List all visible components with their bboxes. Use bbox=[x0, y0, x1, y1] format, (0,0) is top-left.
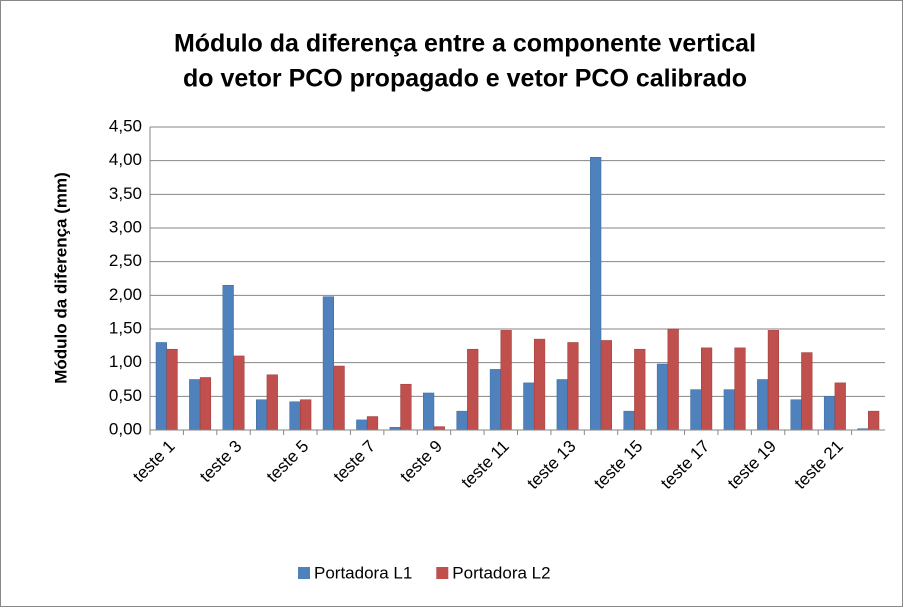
bar bbox=[356, 419, 368, 431]
bar bbox=[500, 330, 512, 431]
bar bbox=[467, 348, 479, 431]
y-tick-label: 1,50 bbox=[109, 318, 142, 337]
y-tick-label: 0,50 bbox=[109, 386, 142, 405]
bar bbox=[656, 363, 669, 431]
bar bbox=[222, 284, 234, 431]
legend-swatch bbox=[436, 567, 449, 579]
bar bbox=[533, 338, 546, 431]
bar bbox=[233, 355, 245, 431]
y-tick-label: 2,50 bbox=[109, 251, 142, 270]
y-axis-label: Módulo da diferença (mm) bbox=[51, 172, 70, 384]
y-tick-label: 0,00 bbox=[109, 419, 142, 438]
bar bbox=[801, 352, 813, 431]
bar bbox=[322, 296, 334, 431]
bar bbox=[790, 399, 802, 431]
bar bbox=[868, 410, 880, 431]
bar bbox=[166, 348, 178, 431]
y-tick-label: 3,50 bbox=[109, 184, 142, 203]
bar bbox=[400, 383, 412, 431]
bar bbox=[255, 399, 268, 431]
bar bbox=[366, 416, 379, 431]
bar bbox=[623, 410, 635, 431]
bar bbox=[823, 396, 836, 431]
chart-title: do vetor PCO propagado e vetor PCO calib… bbox=[183, 65, 747, 93]
legend-swatch bbox=[298, 567, 310, 579]
bar bbox=[333, 365, 345, 431]
bar bbox=[600, 340, 612, 431]
bar bbox=[690, 389, 702, 431]
bar bbox=[489, 369, 502, 431]
bar bbox=[757, 379, 769, 431]
bar bbox=[155, 342, 167, 431]
bar bbox=[834, 382, 846, 431]
bar bbox=[456, 410, 468, 431]
y-tick-label: 4,00 bbox=[109, 150, 142, 169]
bar bbox=[289, 401, 301, 431]
bar bbox=[701, 347, 713, 431]
bar bbox=[433, 426, 445, 431]
bar bbox=[634, 348, 646, 431]
legend-label: Portadora L1 bbox=[314, 563, 412, 582]
bar bbox=[423, 392, 435, 431]
bar bbox=[567, 342, 579, 431]
bar bbox=[723, 389, 735, 431]
y-tick-label: 3,00 bbox=[109, 217, 142, 236]
bar bbox=[199, 377, 212, 431]
bar bbox=[556, 379, 568, 431]
chart-title: Módulo da diferença entre a componente v… bbox=[174, 30, 756, 58]
bar bbox=[523, 382, 535, 431]
y-tick-label: 2,00 bbox=[109, 285, 142, 304]
bar bbox=[189, 379, 201, 431]
bar bbox=[667, 328, 679, 431]
legend-label: Portadora L2 bbox=[452, 563, 550, 582]
bar bbox=[300, 399, 312, 431]
bar bbox=[590, 157, 602, 431]
bar bbox=[767, 330, 780, 431]
y-tick-label: 1,00 bbox=[109, 352, 142, 371]
y-tick-label: 4,50 bbox=[109, 116, 142, 135]
bar bbox=[734, 347, 746, 431]
bar bbox=[266, 374, 278, 431]
